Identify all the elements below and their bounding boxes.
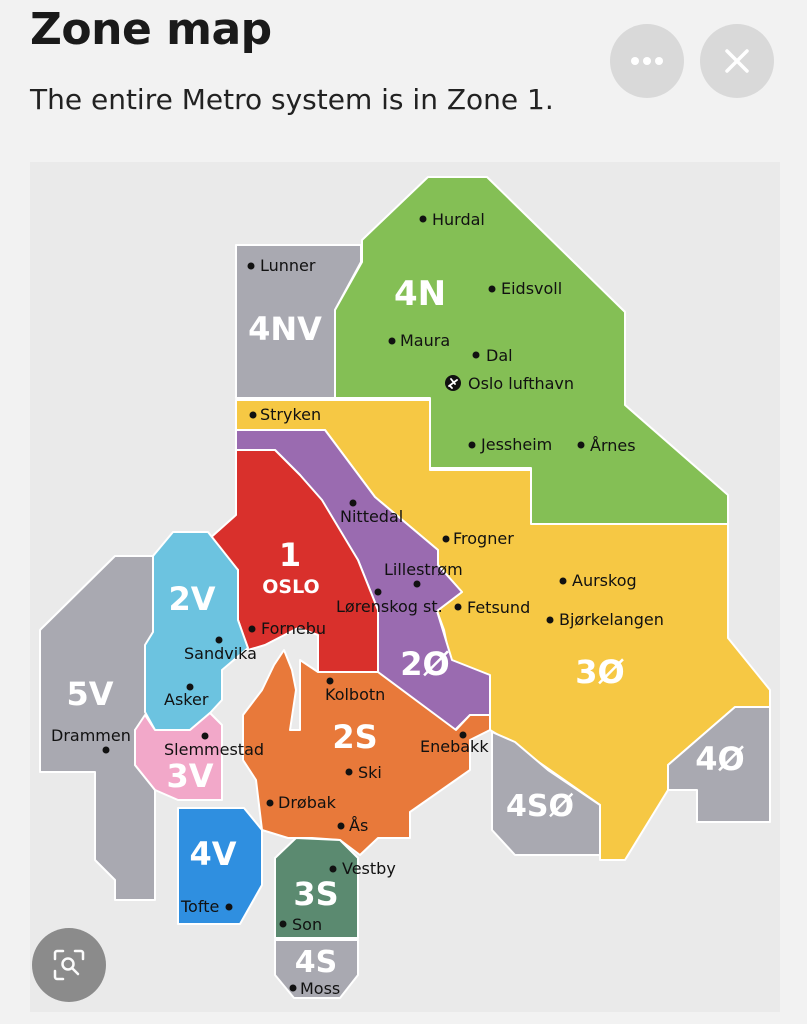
place-bjorkelangen: Bjørkelangen — [559, 610, 664, 629]
place-stryken: Stryken — [260, 405, 321, 424]
visual-search-icon — [53, 949, 85, 981]
place-kolbotn: Kolbotn — [325, 685, 385, 704]
place-vestby: Vestby — [342, 859, 396, 878]
zone-3s-area — [274, 837, 359, 939]
place-tofte: Tofte — [180, 897, 219, 916]
zone-2s-label: 2S — [332, 718, 377, 756]
place-fornebu: Fornebu — [261, 619, 326, 638]
airplane-icon — [445, 375, 461, 391]
more-options-button[interactable] — [610, 24, 684, 98]
close-button[interactable] — [700, 24, 774, 98]
place-hurdal: Hurdal — [432, 210, 485, 229]
place-oslo-lufthavn: Oslo lufthavn — [468, 374, 574, 393]
place-dal: Dal — [486, 346, 513, 365]
zone-4v-label: 4V — [189, 835, 236, 873]
place-fetsund: Fetsund — [467, 598, 530, 617]
place-son: Son — [292, 915, 322, 934]
zone-4o-label: 4Ø — [695, 740, 744, 778]
place-drobak: Drøbak — [278, 793, 337, 812]
place-sandvika: Sandvika — [184, 644, 257, 663]
more-horizontal-icon — [631, 57, 663, 65]
page-title: Zone map — [30, 4, 272, 55]
zone-3s-label: 3S — [293, 875, 338, 913]
place-enebakk: Enebakk — [420, 737, 489, 756]
zone-4so-label: 4SØ — [506, 789, 574, 824]
place-drammen: Drammen — [51, 726, 131, 745]
zone-4n-label: 4N — [394, 274, 446, 314]
place-lunner: Lunner — [260, 256, 316, 275]
place-lillestrom: Lillestrøm — [384, 560, 463, 579]
place-slemmestad: Slemmestad — [164, 740, 264, 759]
place-asker: Asker — [164, 690, 209, 709]
place-maura: Maura — [400, 331, 450, 350]
place-arnes: Årnes — [590, 436, 636, 455]
zone-3v-area — [134, 712, 223, 801]
zone-2o-label: 2Ø — [400, 645, 449, 683]
place-aurskog: Aurskog — [572, 571, 637, 590]
place-ski: Ski — [358, 763, 382, 782]
zone-4nv-label: 4NV — [248, 310, 322, 348]
place-lorenskog: Lørenskog st. — [336, 597, 443, 616]
zone-4o-area — [667, 706, 771, 823]
place-as: Ås — [349, 816, 368, 835]
place-eidsvoll: Eidsvoll — [501, 279, 562, 298]
zone-1-city-label: OSLO — [262, 576, 319, 598]
zone-5v-label: 5V — [66, 675, 113, 713]
place-nittedal: Nittedal — [340, 507, 403, 526]
zone-4v-area — [177, 807, 263, 925]
zone-4s-label: 4S — [295, 945, 337, 980]
visual-search-button[interactable] — [32, 928, 106, 1002]
close-icon — [725, 49, 749, 73]
zone-4so-area — [491, 731, 601, 856]
zone-3o-label: 3Ø — [575, 653, 624, 691]
place-frogner: Frogner — [453, 529, 514, 548]
place-moss: Moss — [300, 979, 340, 998]
zone-2v-label: 2V — [168, 580, 215, 618]
zone-3v-label: 3V — [166, 757, 213, 795]
zone-1-label: 1 — [279, 536, 301, 574]
zone-4s-area — [274, 939, 359, 999]
place-jessheim: Jessheim — [480, 435, 552, 454]
page-subtitle: The entire Metro system is in Zone 1. — [30, 83, 554, 116]
